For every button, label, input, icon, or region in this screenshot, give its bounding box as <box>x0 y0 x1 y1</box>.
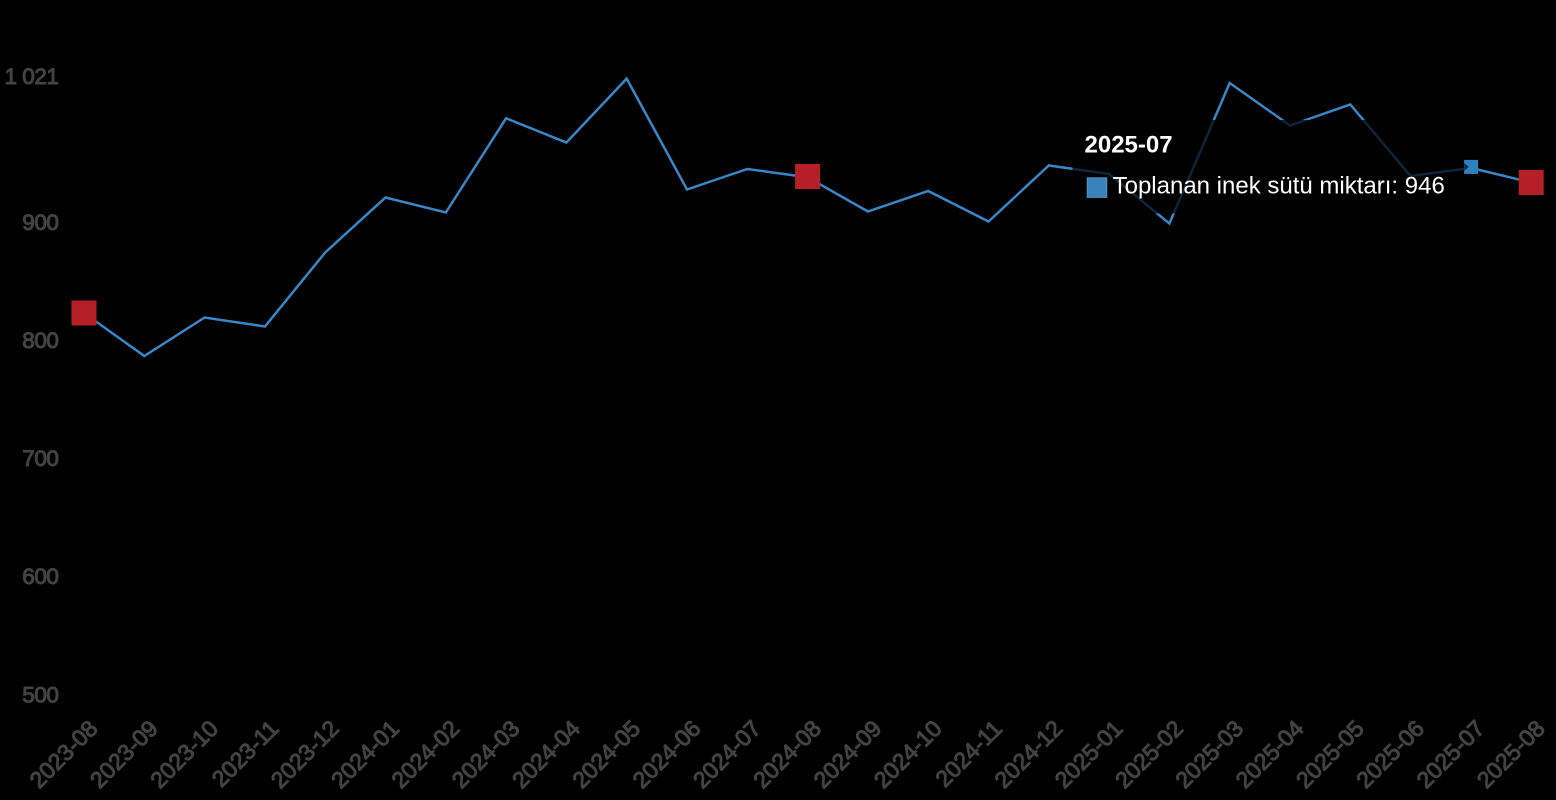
svg-text:500: 500 <box>22 682 58 707</box>
svg-text:Toplanan inek sütü miktarı: 94: Toplanan inek sütü miktarı: 946 <box>1113 173 1445 200</box>
svg-text:800: 800 <box>22 328 58 353</box>
svg-text:700: 700 <box>22 446 58 471</box>
svg-text:600: 600 <box>22 564 58 589</box>
svg-text:900: 900 <box>22 210 58 235</box>
svg-text:2025-07: 2025-07 <box>1085 132 1173 159</box>
svg-text:1 021: 1 021 <box>4 64 58 89</box>
